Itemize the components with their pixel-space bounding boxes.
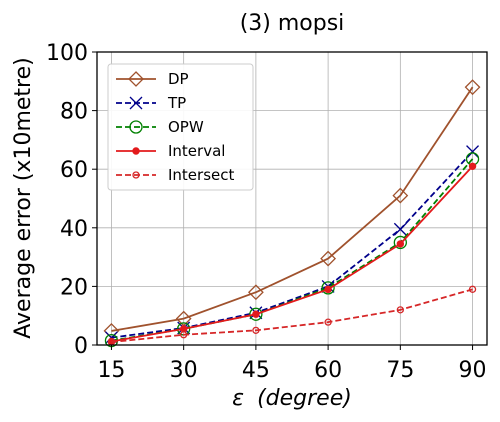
legend-item-intersect: Intersect <box>116 166 234 184</box>
data-point-interval <box>324 285 332 294</box>
x-tick-label: 75 <box>386 358 414 383</box>
data-point-interval <box>468 162 477 170</box>
y-tick-label: 40 <box>60 217 88 242</box>
y-axis-label: Average error (x10metre) <box>11 57 36 338</box>
legend-label-dp: DP <box>168 70 189 88</box>
legend-item-opw: OPW <box>116 118 204 136</box>
y-tick-label: 0 <box>74 334 88 359</box>
series-interval <box>107 162 477 346</box>
data-point-intersect <box>396 306 404 314</box>
x-tick-label: 45 <box>242 358 270 383</box>
series-line-tp <box>111 151 474 339</box>
data-point-intersect <box>468 285 477 293</box>
series-line-interval <box>111 165 474 343</box>
series-intersect <box>107 285 477 346</box>
x-axis-label-symbol: ε <box>232 386 244 411</box>
legend-marker-dp <box>128 71 144 87</box>
data-point-tp <box>393 222 407 236</box>
y-tick-label: 20 <box>60 275 88 300</box>
x-axis-label-unit: (degree) <box>257 386 352 411</box>
y-tick-label: 60 <box>60 158 88 183</box>
legend-marker-interval <box>132 147 140 155</box>
data-point-dp <box>464 79 481 96</box>
legend-marker-tp <box>129 96 143 110</box>
data-point-tp <box>466 145 480 159</box>
data-point-interval <box>396 240 405 248</box>
legend-item-tp: TP <box>116 94 186 112</box>
x-tick-label: 15 <box>97 358 125 383</box>
data-point-intersect <box>252 326 260 335</box>
data-point-opw <box>321 281 335 295</box>
data-point-intersect <box>324 318 332 326</box>
x-axis-label: ε (degree) <box>232 386 352 411</box>
plot-frame <box>96 51 488 346</box>
x-tick-label: 60 <box>314 358 342 383</box>
legend-item-interval: Interval <box>116 142 225 160</box>
data-point-dp <box>392 187 409 204</box>
legend-label-intersect: Intersect <box>168 166 234 184</box>
series-line-intersect <box>111 288 473 343</box>
x-tick-label: 90 <box>459 358 487 383</box>
legend-marker-opw <box>129 120 143 134</box>
series-layer <box>103 79 481 348</box>
legend-box <box>107 63 254 191</box>
legend-item-dp: DP <box>116 70 189 88</box>
legend-label-tp: TP <box>167 94 186 112</box>
x-ticks: 15 30 45 60 75 90 <box>97 345 487 383</box>
legend: DP TP OPW Interval Intersect <box>107 63 254 191</box>
data-point-dp <box>247 284 264 301</box>
series-line-dp <box>111 86 474 332</box>
legend-marker-intersect <box>132 171 140 179</box>
data-point-interval <box>252 310 260 318</box>
y-tick-label: 100 <box>46 41 88 66</box>
y-ticks: 0 20 40 60 80 100 <box>46 41 97 359</box>
data-point-opw <box>249 307 263 321</box>
x-tick-label: 30 <box>170 358 198 383</box>
data-point-intersect <box>180 331 188 339</box>
y-tick-label: 80 <box>60 100 88 125</box>
data-point-opw <box>393 235 407 250</box>
legend-label-opw: OPW <box>168 118 204 136</box>
chart-title: (3) mopsi <box>240 11 345 36</box>
legend-label-interval: Interval <box>168 142 225 160</box>
data-point-dp <box>320 250 337 267</box>
